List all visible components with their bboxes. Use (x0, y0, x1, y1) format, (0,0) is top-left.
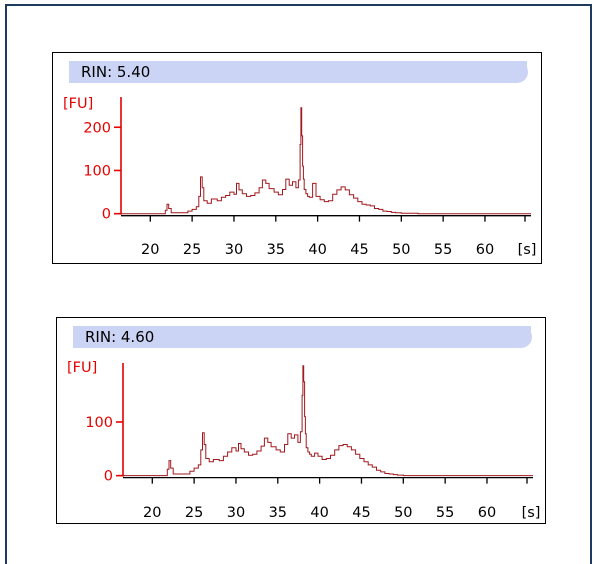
rin-banner-2: RIN: 4.60 (73, 326, 532, 348)
electropherogram-chart-1: 0 100 200 [FU] 20 25 30 35 40 45 50 55 60 [s] (63, 96, 537, 258)
x-tick-label: 30 (225, 242, 243, 258)
electropherogram-panel-2: RIN: 4.60 0 100 [FU] 20 25 30 35 40 45 50 55 60 [s] (56, 317, 546, 524)
x-axis-label: [s] (522, 505, 541, 521)
x-tick-label: 20 (143, 505, 161, 521)
x-tick-label: 25 (185, 505, 203, 521)
x-tick-label: 45 (350, 242, 368, 258)
y-tick-label: 0 (102, 207, 111, 223)
x-tick-label: 55 (434, 242, 452, 258)
y-tick-label: 0 (104, 469, 113, 485)
x-tick-label: 60 (476, 242, 494, 258)
y-axis-label: [FU] (67, 360, 97, 376)
x-tick-label: 20 (141, 242, 159, 258)
y-axis-label: [FU] (63, 96, 93, 112)
y-tick-label: 100 (83, 163, 111, 179)
y-tick-label: 200 (83, 120, 111, 136)
x-tick-label: 35 (267, 242, 285, 258)
x-axis-label: [s] (518, 242, 537, 258)
y-tick-label: 100 (85, 415, 113, 431)
rin-label-2: RIN: 4.60 (85, 328, 155, 346)
x-tick-label: 45 (352, 505, 370, 521)
x-tick-label: 40 (310, 505, 328, 521)
x-tick-label: 30 (227, 505, 245, 521)
x-tick-label: 55 (436, 505, 454, 521)
electropherogram-chart-2: 0 100 [FU] 20 25 30 35 40 45 50 55 60 [s] (67, 360, 541, 521)
series-line (123, 365, 533, 477)
x-tick-label: 50 (392, 242, 410, 258)
x-tick-label: 50 (394, 505, 412, 521)
series-line (121, 107, 531, 215)
x-tick-label: 25 (183, 242, 201, 258)
rin-banner-1: RIN: 5.40 (69, 61, 528, 83)
x-tick-label: 60 (478, 505, 496, 521)
x-tick-label: 40 (308, 242, 326, 258)
window-frame (5, 4, 592, 564)
x-tick-label: 35 (269, 505, 287, 521)
electropherogram-panel-1: RIN: 5.40 0 100 200 [FU] 20 25 30 35 40 45 50 55 60 [… (52, 52, 542, 264)
rin-label-1: RIN: 5.40 (81, 63, 151, 81)
